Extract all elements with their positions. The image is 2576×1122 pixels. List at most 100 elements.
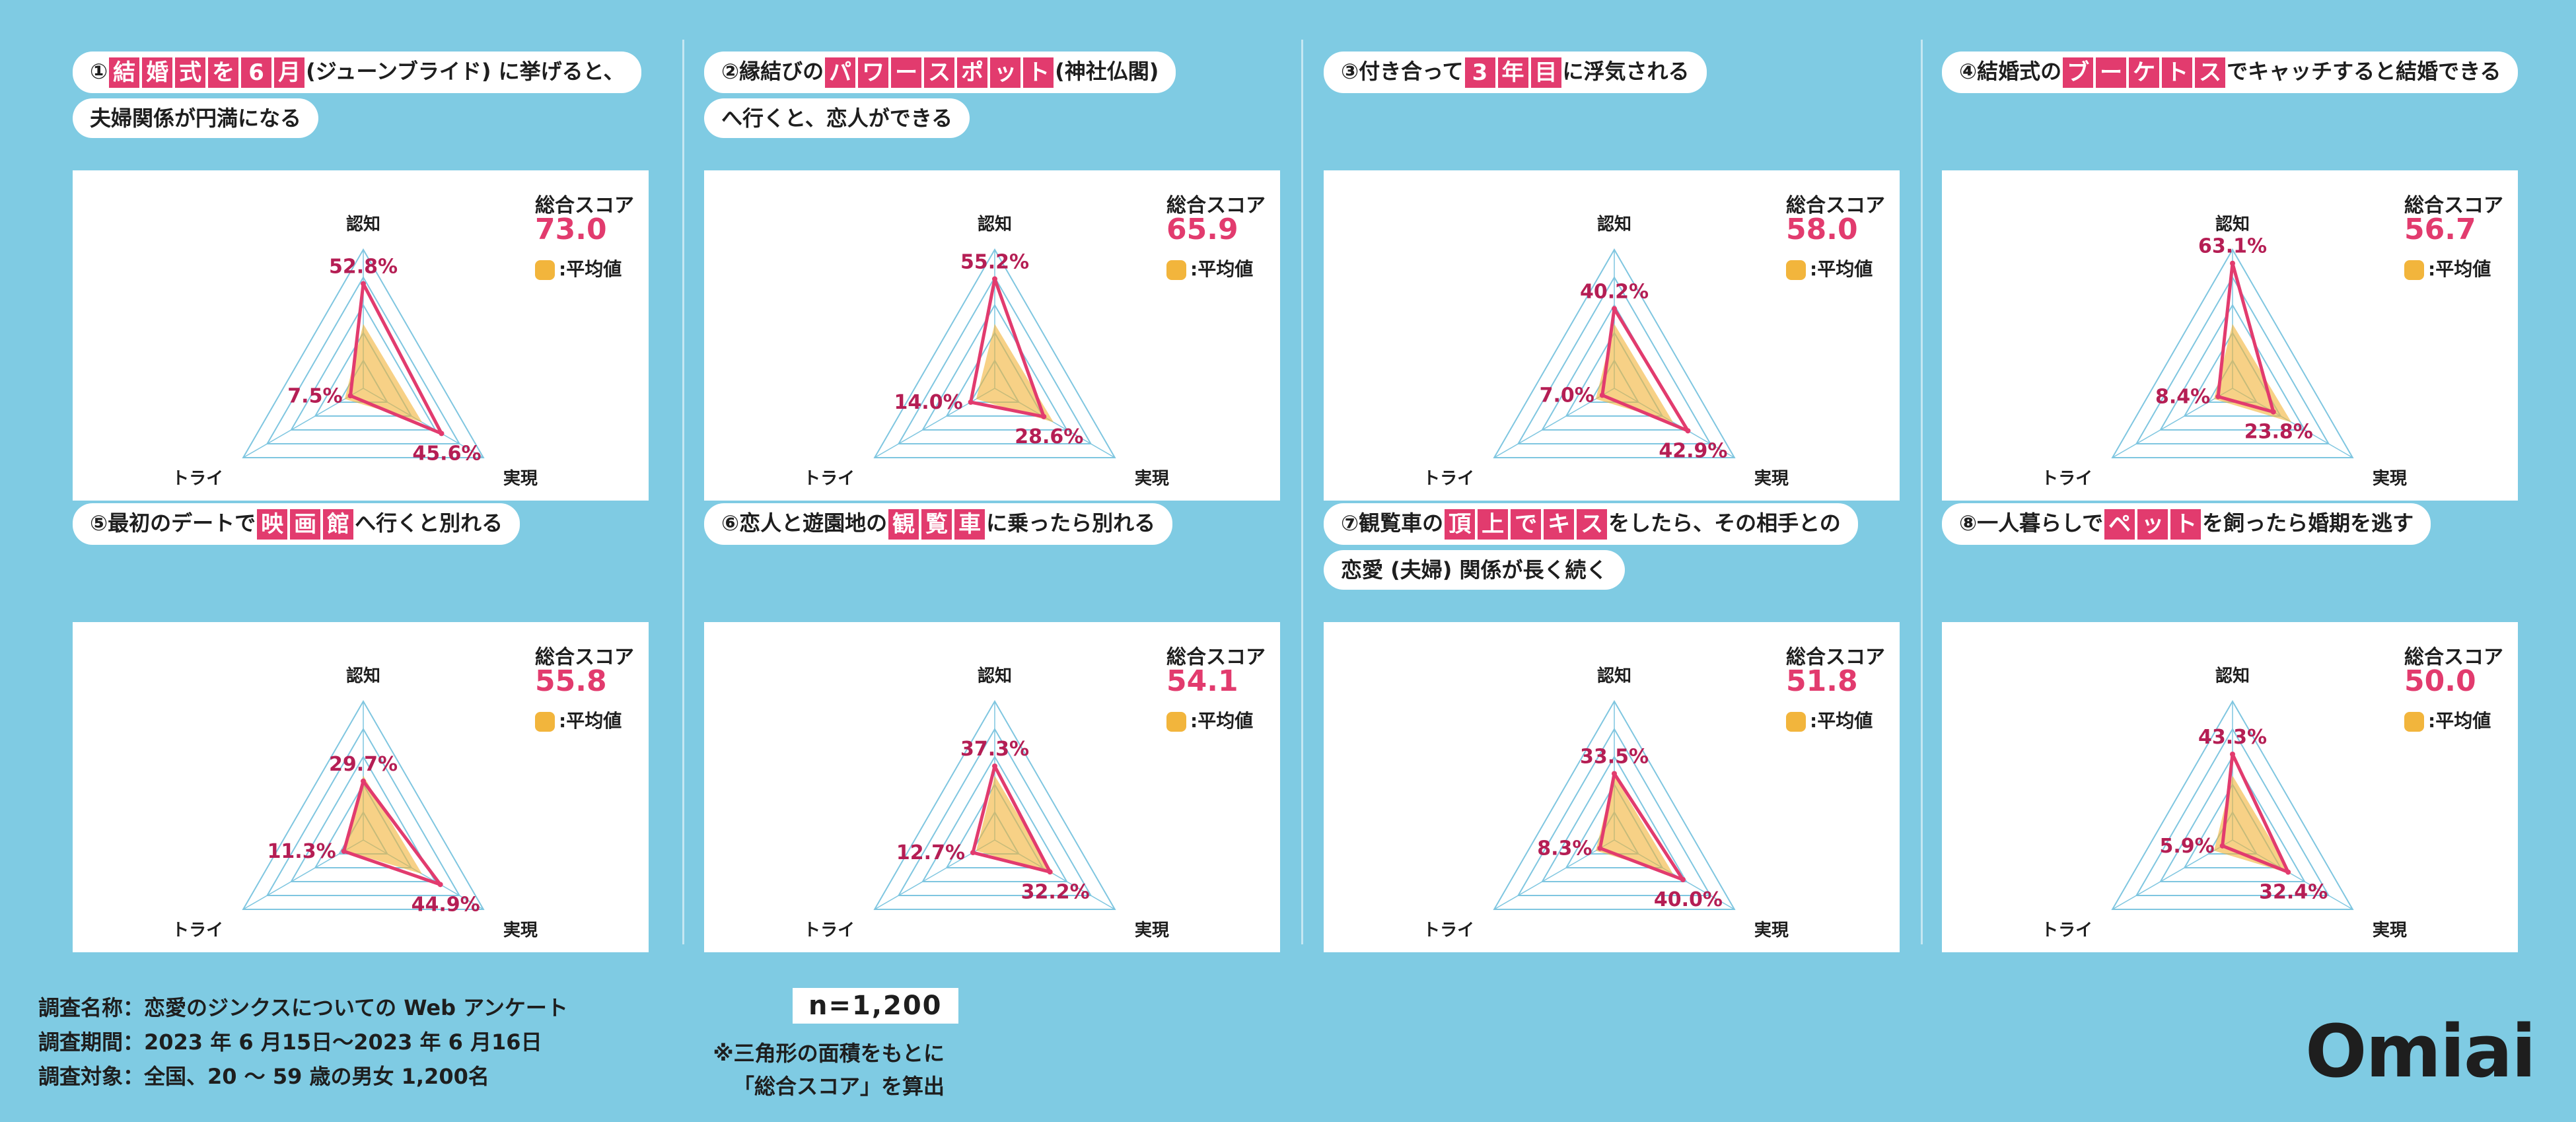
highlight-char: 映 [257,509,288,540]
score-label: 総合スコア [1166,194,1266,217]
highlight-char: 館 [323,509,354,540]
panel-title: ⑥恋人と遊園地の観覧車に乗ったら別れる [704,503,1306,550]
data-label: 29.7% [329,753,398,776]
legend-swatch [2404,712,2424,732]
highlight-char: 月 [274,57,305,88]
average-area [344,324,423,423]
series-point [341,848,347,854]
series-point [2270,409,2276,415]
axis-label: 認知 [2215,666,2250,686]
series-point [439,431,445,437]
data-label: 37.3% [960,738,1029,761]
radar-grid-ring [2159,304,2306,431]
highlight-char: 年 [1497,57,1528,88]
axis-label: 実現 [1754,468,1789,489]
highlight-char: 婚 [142,57,173,88]
data-label: 63.1% [2198,235,2267,258]
radar-chart-box: 総合スコア 56.7:平均値 認知 実現 トライ 63.1% 23.8% 8.4% [1942,170,2518,501]
brand-logo: Omiai [2305,1009,2536,1094]
column-divider [1301,40,1303,944]
axis-label: トライ [172,921,223,940]
highlight-char: ト [2162,57,2193,88]
legend-average: :平均値 [1166,707,1253,733]
axis-label: 実現 [1754,920,1789,940]
radar-spoke [2112,839,2233,910]
axis-label: 実現 [2373,468,2407,489]
average-area [976,324,1054,423]
series-polygon [1600,306,1690,433]
legend-swatch [1786,712,1806,732]
axis-label: トライ [1423,921,1474,940]
axis-label: 認知 [346,666,380,686]
radar-grid-ring [1541,755,1688,882]
series-point [1597,845,1603,851]
title-text: ① [90,59,108,84]
series-point [970,850,976,856]
score-value: 73.0 [535,213,607,246]
series-point [992,276,997,282]
data-label: 32.4% [2259,881,2328,904]
axis-label: 認知 [978,214,1012,234]
highlight-char: 画 [290,509,321,540]
series-point [347,393,353,399]
panel-title: ③付き合って 3 年目に浮気される [1324,52,1926,98]
panel-title: ⑦観覧車の頂上でキスをしたら、その相手との 恋愛 (夫婦) 関係が長く続く [1324,503,1926,595]
panel-title: ⑧一人暮らしでペットを飼ったら婚期を逃す [1942,503,2544,550]
legend-swatch [1166,712,1186,732]
title-text: を飼ったら婚期を逃す [2202,510,2414,536]
legend-average: :平均値 [1786,707,1873,733]
panel-title: ① 結婚式を 6 月 (ジューンブライド) に挙げると、 夫婦関係が円満になる [73,52,675,143]
title-text: へ行くと別れる [355,510,503,536]
highlight-char: ー [891,57,922,88]
data-label: 43.3% [2198,726,2267,749]
series-point [1041,413,1047,419]
panel-title-line: ③付き合って 3 年目に浮気される [1324,52,1707,93]
highlight-char: パ [825,57,856,88]
jinx-panel: ⑧一人暮らしでペットを飼ったら婚期を逃す 総合スコア 50.0:平均値 認知 実現 トライ… [1938,497,2544,952]
data-label: 7.0% [1540,384,1594,407]
data-label: 40.0% [1654,888,1723,911]
legend-swatch [535,260,555,280]
radar-grid-ring [290,304,437,431]
highlight-char: ス [2195,57,2226,88]
radar-spoke [242,388,364,458]
axis-label: トライ [1423,469,1474,489]
column-divider [1921,40,1923,944]
panel-title-line: 夫婦関係が円満になる [73,98,319,138]
axis-label: 実現 [1135,920,1169,940]
series-point [968,400,974,405]
title-text: ③付き合って [1341,59,1464,84]
highlight-char: ポ [957,57,988,88]
jinx-panel: ⑦観覧車の頂上でキスをしたら、その相手との 恋愛 (夫婦) 関係が長く続く 総合スコ… [1320,497,1926,952]
data-label: 23.8% [2244,421,2313,444]
panel-title-line: ① 結婚式を 6 月 (ジューンブライド) に挙げると、 [73,52,642,93]
jinx-panel: ① 結婚式を 6 月 (ジューンブライド) に挙げると、 夫婦関係が円満になる 総合スコア 7… [69,45,675,501]
highlight-char: ケ [2129,57,2160,88]
radar-grid-ring [873,248,1116,458]
radar-spoke [2112,388,2233,458]
data-label: 40.2% [1580,280,1649,303]
title-text: に浮気される [1562,59,1690,84]
radar-spoke [1493,388,1615,458]
radar-chart-box: 総合スコア 50.0:平均値 認知 実現 トライ 43.3% 32.4% 5.9% [1942,622,2518,952]
series-point [1680,877,1686,882]
data-label: 5.9% [2159,835,2214,858]
series-polygon [349,282,443,435]
score-note-line-2: 「総合スコア」を算出 [733,1074,945,1099]
data-label: 14.0% [894,391,963,414]
radar-grid-ring [2111,700,2354,910]
radar-grid-ring [266,275,461,444]
data-label: 7.5% [287,384,342,407]
data-label: 45.6% [412,442,481,465]
series-polygon [2221,752,2290,874]
panel-title: ④結婚式のブーケトスでキャッチすると結婚できる [1942,52,2544,98]
radar-grid-ring [290,755,437,882]
axis-label: 認知 [1597,214,1631,234]
axis-label: 認知 [1597,666,1631,686]
highlight-char: 6 [241,57,272,88]
data-label: 11.3% [268,840,336,863]
